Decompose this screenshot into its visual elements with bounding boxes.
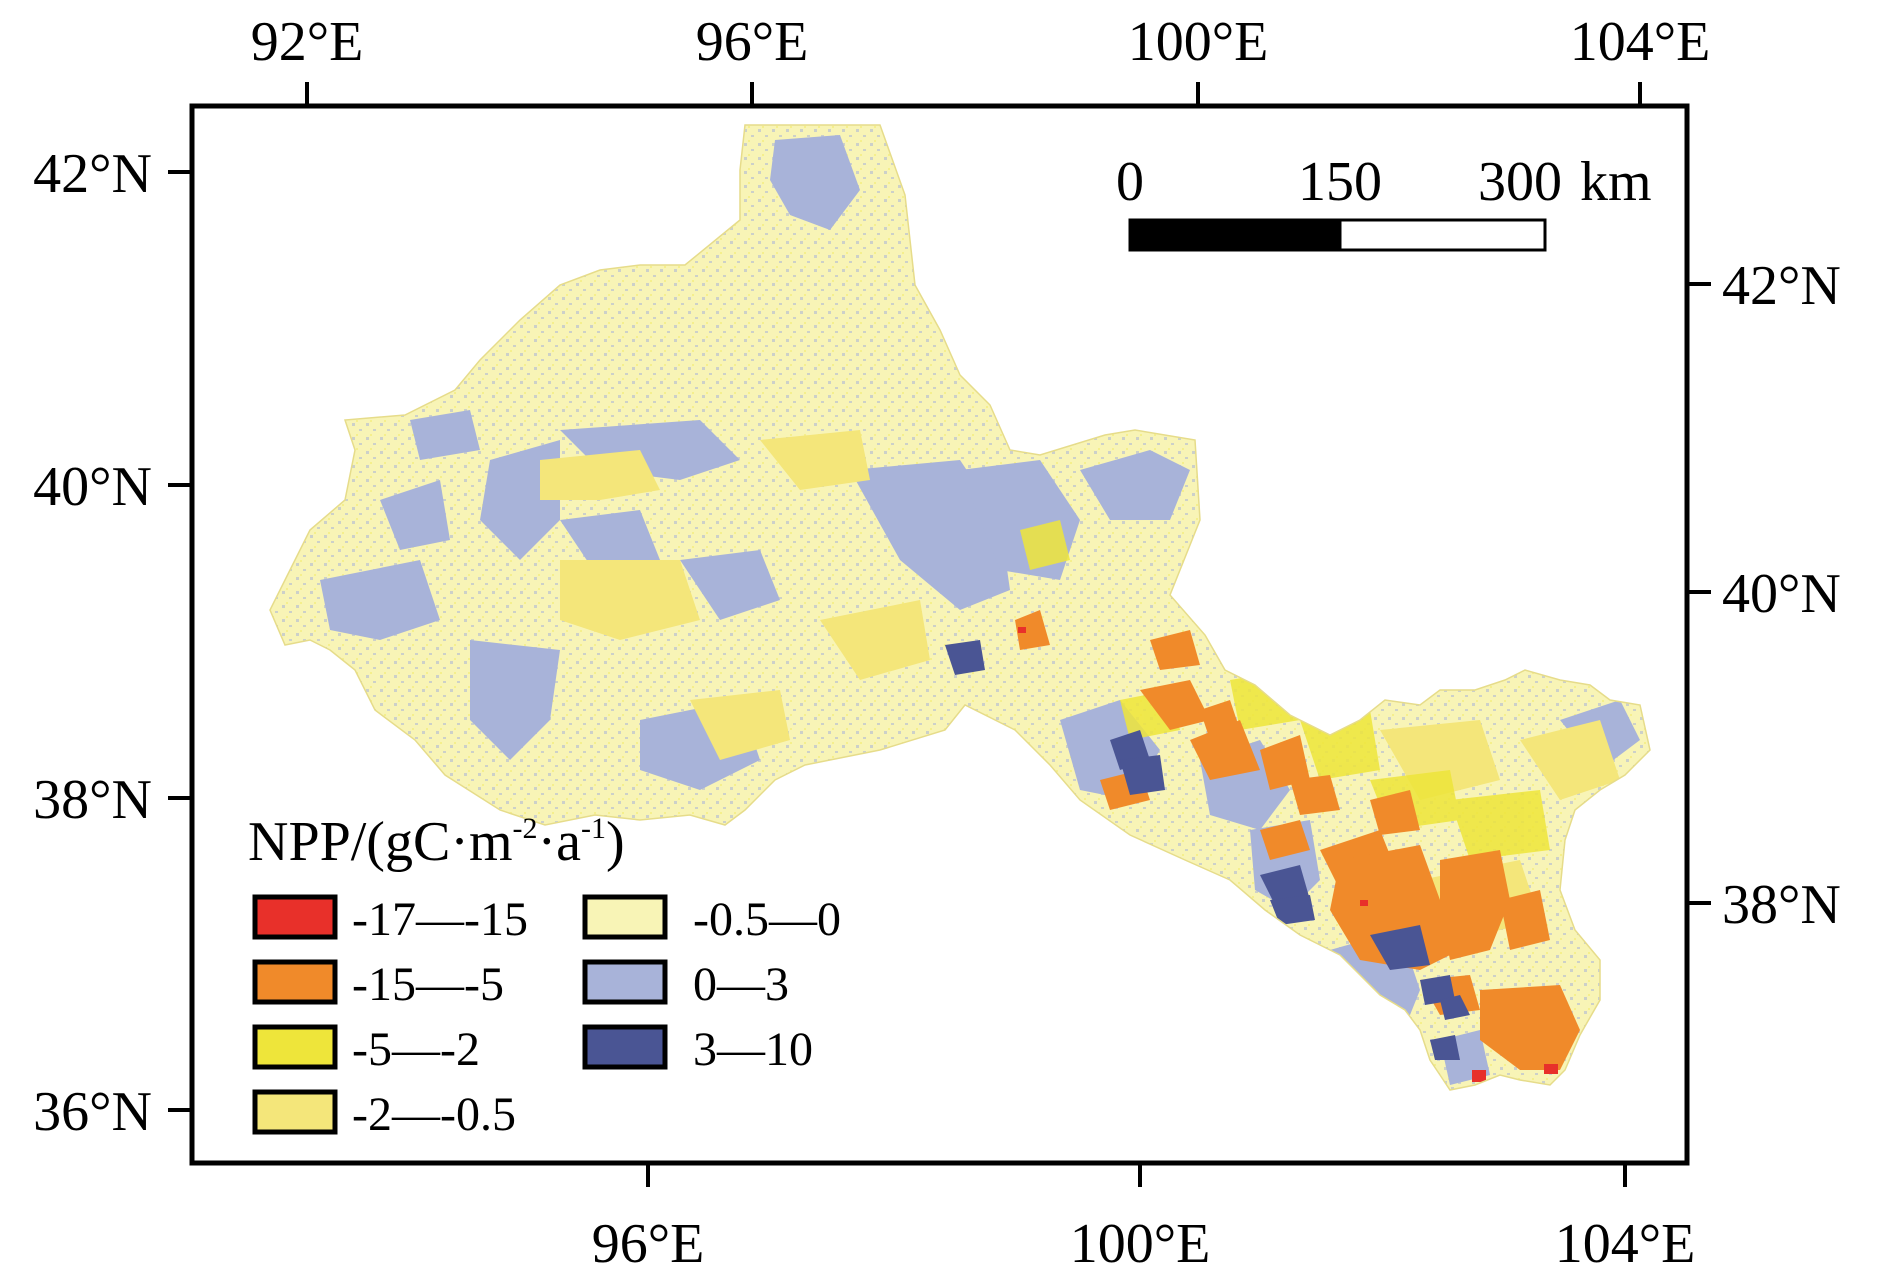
legend-label-2: -5—-2 bbox=[352, 1023, 480, 1076]
right-label-42: 42°N bbox=[1722, 255, 1841, 317]
left-label-40: 40°N bbox=[33, 456, 152, 518]
scale-label-150: 150 bbox=[1298, 151, 1382, 213]
legend-label-0: -17—-15 bbox=[352, 893, 528, 946]
top-label-104: 104°E bbox=[1570, 11, 1711, 73]
legend-title-sup1: -2 bbox=[513, 812, 538, 845]
legend-title-mid: ·a bbox=[538, 811, 582, 873]
legend-label-3: -2—-0.5 bbox=[352, 1088, 516, 1141]
class-3-10-patches bbox=[945, 640, 1470, 1060]
left-label-38: 38°N bbox=[33, 769, 152, 831]
top-label-100: 100°E bbox=[1128, 11, 1269, 73]
legend-label-4: -0.5—0 bbox=[693, 893, 841, 946]
left-axis: 42°N 40°N 38°N 36°N bbox=[33, 143, 192, 1143]
legend-label-6: 3—10 bbox=[693, 1023, 813, 1076]
top-label-96: 96°E bbox=[696, 11, 809, 73]
bottom-label-104: 104°E bbox=[1555, 1213, 1696, 1275]
left-label-42: 42°N bbox=[33, 143, 152, 205]
scale-label-300: 300 bbox=[1478, 151, 1562, 213]
legend: NPP/(gC·m-2·a-1) -17—-15 -15—-5 -5—-2 -2… bbox=[248, 811, 841, 1141]
scale-unit: km bbox=[1580, 151, 1652, 213]
top-axis: 92°E 96°E 100°E 104°E bbox=[251, 11, 1711, 106]
legend-swatch-6 bbox=[582, 1024, 668, 1070]
region-outline bbox=[269, 124, 1651, 1091]
class-15-5-patches bbox=[1015, 610, 1580, 1070]
legend-swatch-4 bbox=[582, 894, 668, 940]
class-5-2-patches bbox=[1020, 520, 1550, 860]
legend-label-1: -15—-5 bbox=[352, 958, 504, 1011]
legend-swatch-1 bbox=[252, 959, 338, 1005]
scale-bar: 0 150 300 km bbox=[1116, 151, 1652, 252]
scale-label-0: 0 bbox=[1116, 151, 1144, 213]
left-label-36: 36°N bbox=[33, 1081, 152, 1143]
scale-segment-white bbox=[1338, 218, 1547, 252]
legend-label-5: 0—3 bbox=[693, 958, 789, 1011]
right-axis: 42°N 40°N 38°N bbox=[1687, 255, 1841, 936]
bottom-axis: 96°E 100°E 104°E bbox=[592, 1163, 1696, 1275]
class-17-15-patches bbox=[1018, 627, 1558, 1082]
legend-swatch-0 bbox=[252, 894, 338, 940]
right-label-38: 38°N bbox=[1722, 874, 1841, 936]
legend-title-sup2: -1 bbox=[581, 812, 606, 845]
legend-swatch-2 bbox=[252, 1024, 338, 1070]
legend-title-end: ) bbox=[606, 811, 625, 873]
right-label-40: 40°N bbox=[1722, 563, 1841, 625]
legend-swatch-3 bbox=[252, 1089, 338, 1135]
legend-swatch-5 bbox=[582, 959, 668, 1005]
legend-title-main: NPP/(gC·m bbox=[248, 811, 513, 873]
bottom-label-96: 96°E bbox=[592, 1213, 705, 1275]
legend-title: NPP/(gC·m-2·a-1) bbox=[248, 811, 625, 873]
top-label-92: 92°E bbox=[251, 11, 364, 73]
scale-segment-black bbox=[1128, 218, 1342, 252]
bottom-label-100: 100°E bbox=[1070, 1213, 1211, 1275]
